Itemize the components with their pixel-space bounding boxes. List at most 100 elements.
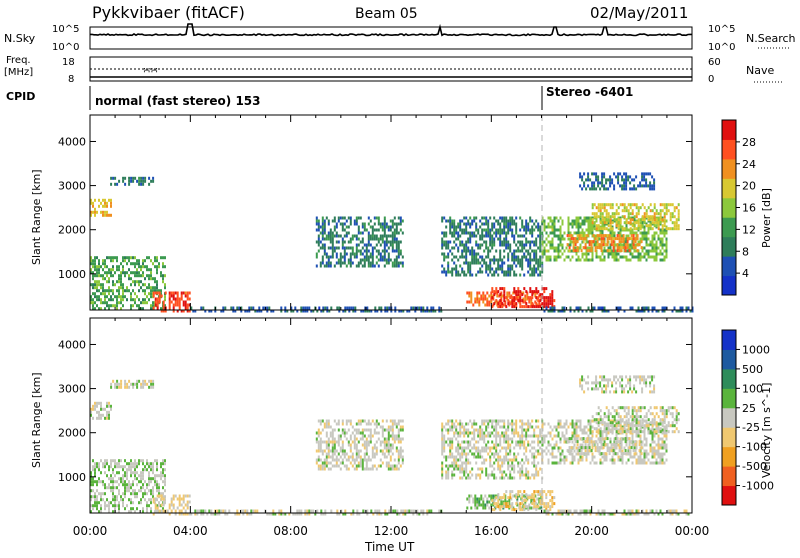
power-cell: [398, 244, 400, 247]
power-cell: [493, 241, 495, 244]
power-cell: [600, 209, 602, 212]
velocity-cell: [142, 468, 144, 471]
velocity-cell: [398, 441, 400, 444]
power-cell: [513, 299, 515, 302]
power-cell: [570, 307, 572, 310]
power-cell: [670, 212, 672, 215]
power-cell: [463, 217, 465, 220]
power-cell: [533, 305, 535, 308]
power-cell: [102, 268, 104, 271]
velocity-cell: [372, 453, 374, 456]
velocity-cell: [481, 447, 483, 450]
power-cell: [382, 241, 384, 244]
power-cell: [573, 243, 575, 246]
power-cell: [628, 235, 630, 238]
velocity-cell: [523, 447, 525, 450]
power-cell: [658, 235, 660, 238]
power-cell: [597, 234, 599, 237]
power-cell: [554, 220, 556, 223]
power-cell: [525, 305, 527, 308]
velocity-cell: [487, 474, 489, 477]
power-cell: [544, 253, 546, 256]
power-cell: [148, 274, 150, 277]
power-cell: [653, 184, 655, 187]
power-cell: [250, 307, 252, 310]
power-cell: [646, 250, 648, 253]
velocity-cell: [495, 502, 497, 505]
velocity-cell: [537, 505, 539, 508]
power-cell: [521, 241, 523, 244]
power-cell: [666, 250, 668, 253]
velocity-cell: [487, 477, 489, 480]
power-cell: [544, 250, 546, 253]
velocity-cell: [308, 510, 310, 513]
power-cell: [394, 223, 396, 226]
power-cell: [130, 262, 132, 265]
power-cell: [658, 238, 660, 241]
power-cell: [545, 299, 547, 302]
velocity-cell: [546, 435, 548, 438]
power-cell: [453, 247, 455, 250]
velocity-cell: [394, 423, 396, 426]
velocity-cell: [368, 420, 370, 423]
power-cell: [132, 180, 134, 183]
power-cell: [539, 247, 541, 250]
power-cell: [484, 295, 486, 298]
power-cell: [597, 237, 599, 240]
power-cell: [519, 250, 521, 253]
power-cell: [574, 220, 576, 223]
velocity-cell: [356, 459, 358, 462]
power-cell: [593, 181, 595, 184]
velocity-cell: [390, 465, 392, 468]
power-cell: [202, 307, 204, 310]
velocity-cell: [549, 499, 551, 502]
power-cell: [396, 262, 398, 265]
power-cell: [634, 250, 636, 253]
velocity-cell: [549, 493, 551, 496]
velocity-cell: [370, 438, 372, 441]
velocity-cell: [122, 477, 124, 480]
power-cell: [485, 256, 487, 259]
power-cell: [330, 256, 332, 259]
power-cell: [384, 235, 386, 238]
velocity-cell: [224, 510, 226, 513]
power-cell: [654, 215, 656, 218]
power-cell: [652, 227, 654, 230]
velocity-cell: [318, 429, 320, 432]
power-cell: [644, 215, 646, 218]
power-cell: [447, 271, 449, 274]
velocity-cell: [482, 498, 484, 501]
power-cell: [155, 304, 157, 307]
velocity-cell: [394, 438, 396, 441]
velocity-cell: [402, 426, 404, 429]
velocity-cell: [463, 468, 465, 471]
power-cell: [503, 244, 505, 247]
power-cell: [473, 235, 475, 238]
power-cell: [177, 298, 179, 301]
velocity-cell: [410, 510, 412, 513]
power-cell: [316, 253, 318, 256]
power-cell: [654, 235, 656, 238]
velocity-cell: [161, 498, 163, 501]
power-cell: [110, 304, 112, 307]
power-cell: [551, 290, 553, 293]
power-cell: [380, 256, 382, 259]
velocity-cell: [346, 465, 348, 468]
power-cell: [653, 178, 655, 181]
power-cell: [648, 256, 650, 259]
power-cell: [583, 246, 585, 249]
velocity-cell: [157, 495, 159, 498]
power-cell: [550, 226, 552, 229]
power-cell: [519, 274, 521, 277]
power-cell: [479, 220, 481, 223]
velocity-cell: [160, 465, 162, 468]
power-cell: [148, 292, 150, 295]
velocity-cell: [118, 477, 120, 480]
velocity-cell: [523, 474, 525, 477]
power-cell: [650, 227, 652, 230]
velocity-cell: [384, 444, 386, 447]
power-cell: [110, 205, 112, 208]
velocity-cell: [465, 462, 467, 465]
power-cell: [348, 241, 350, 244]
power-cell: [487, 265, 489, 268]
